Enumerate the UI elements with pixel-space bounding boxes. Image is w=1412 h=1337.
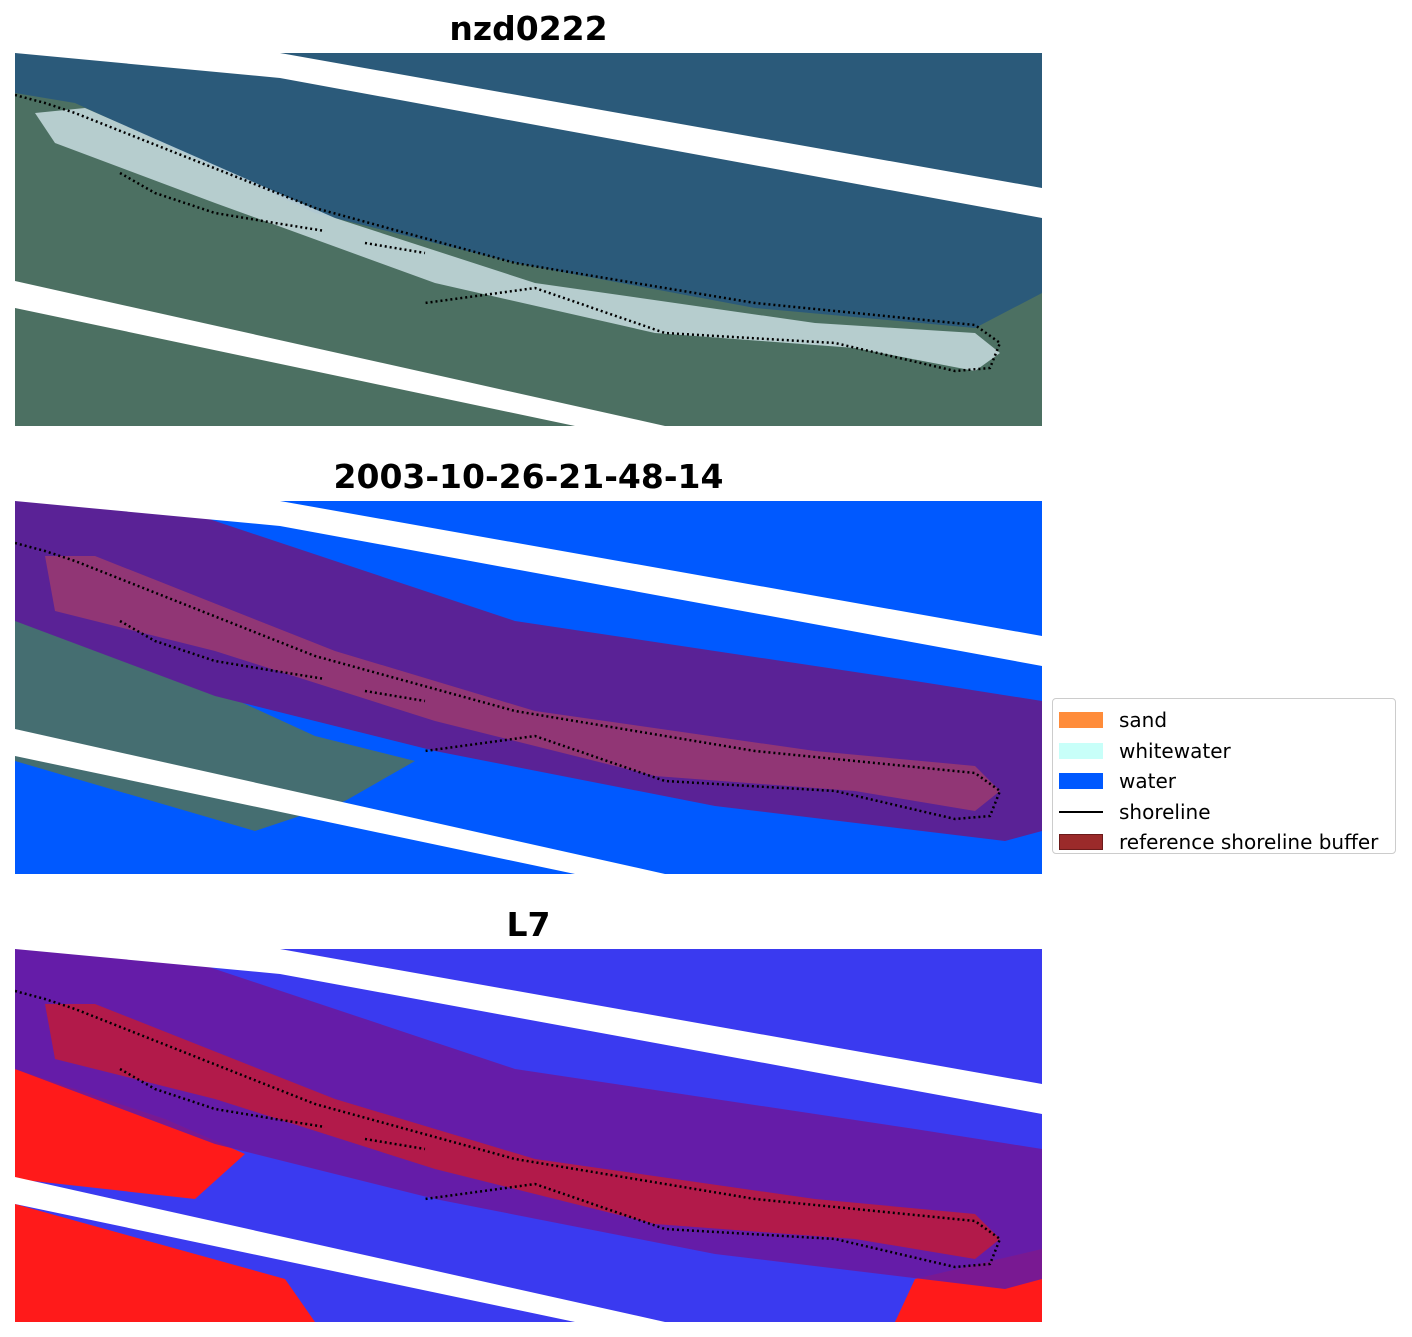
sand-overlay bbox=[45, 556, 1000, 811]
no-data-stripe bbox=[15, 729, 665, 874]
whitewater-swatch bbox=[1059, 742, 1103, 759]
shoreline-trace bbox=[15, 541, 1002, 821]
index-land-area bbox=[15, 1069, 245, 1199]
legend-item-shoreline: shoreline bbox=[1059, 797, 1387, 828]
legend: sand whitewater water shoreline referenc… bbox=[1052, 698, 1396, 854]
panel-title-2: 2003-10-26-21-48-14 bbox=[333, 457, 724, 496]
sand-swatch bbox=[1059, 712, 1103, 729]
sand-overlay bbox=[45, 1004, 1000, 1259]
legend-item-sand: sand bbox=[1059, 705, 1387, 736]
shoreline-trace bbox=[15, 93, 1002, 373]
panel-title-1: nzd0222 bbox=[449, 9, 608, 48]
buffer-swatch bbox=[1059, 834, 1103, 851]
water-swatch bbox=[1059, 773, 1103, 790]
no-data-stripe bbox=[15, 281, 665, 426]
shoreline-swatch bbox=[1059, 810, 1103, 813]
no-data-stripe bbox=[15, 1177, 665, 1322]
index-land-area bbox=[15, 1204, 315, 1322]
legend-item-whitewater: whitewater bbox=[1059, 736, 1387, 767]
classification-panel bbox=[15, 501, 1042, 874]
legend-item-reference-buffer: reference shoreline buffer bbox=[1059, 827, 1387, 858]
legend-item-water: water bbox=[1059, 766, 1387, 797]
beach-strip bbox=[35, 108, 1000, 371]
satellite-image-panel bbox=[15, 53, 1042, 426]
index-panel bbox=[15, 949, 1042, 1322]
panel-title-3: L7 bbox=[506, 905, 551, 944]
shoreline-trace bbox=[15, 989, 1002, 1269]
